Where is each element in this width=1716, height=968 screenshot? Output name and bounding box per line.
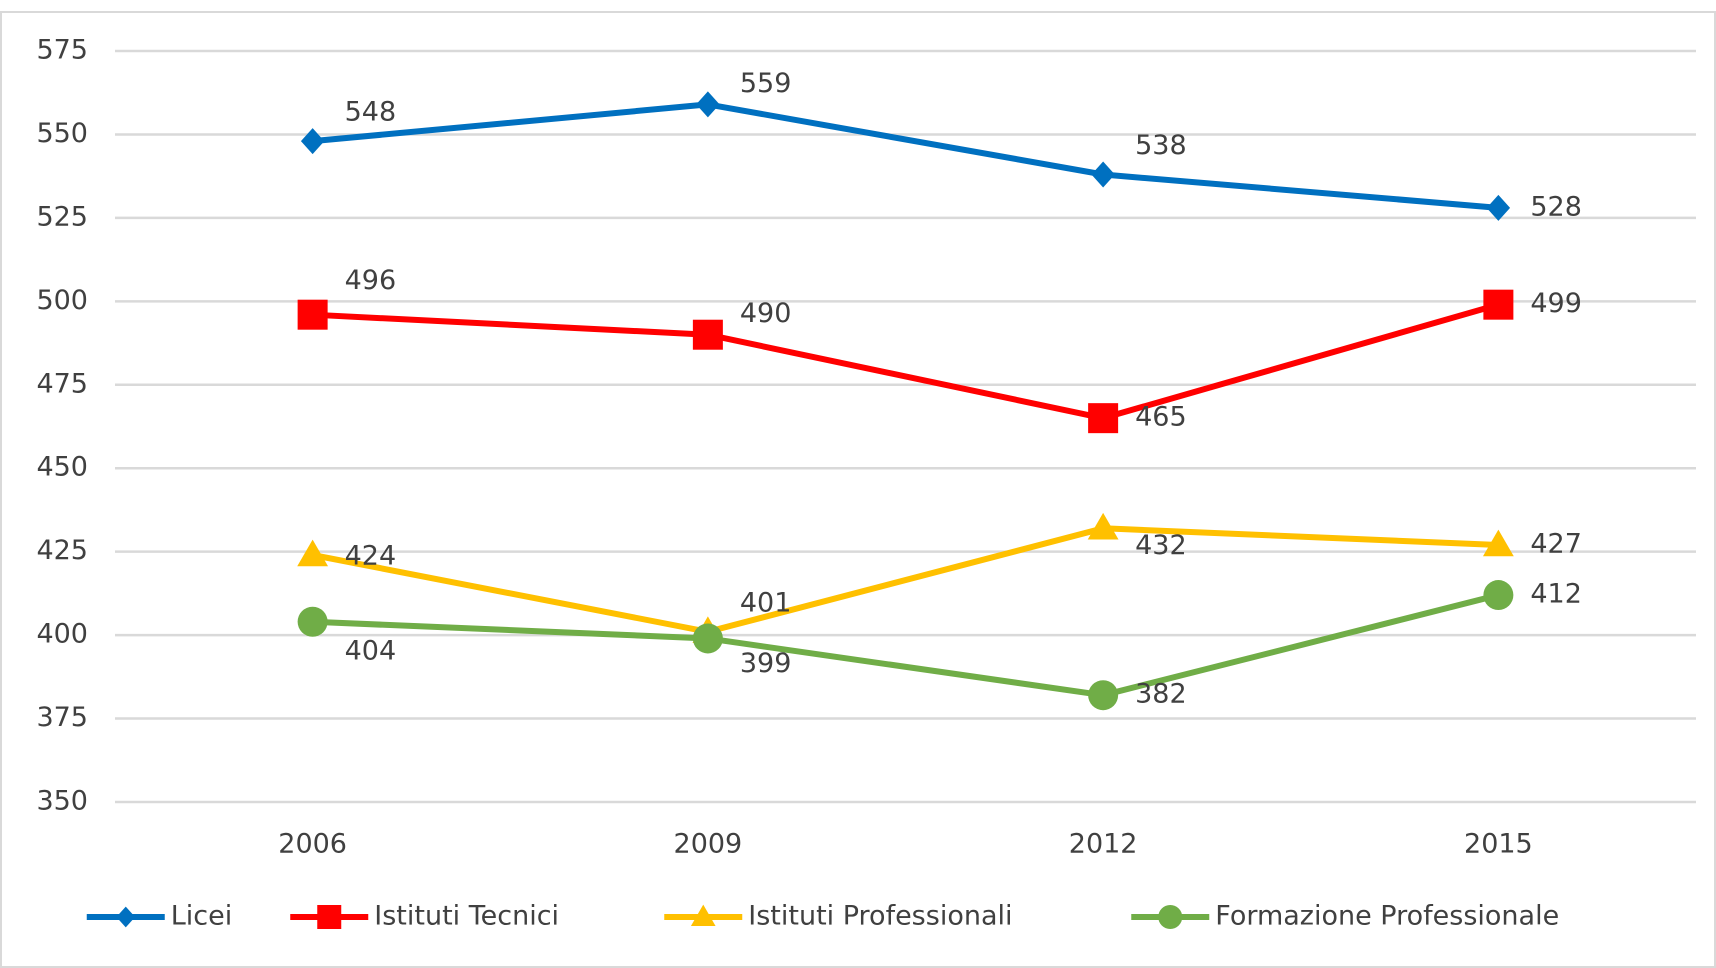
data-label: 538 [1135,130,1187,161]
data-label: 499 [1530,288,1582,319]
x-tick-label: 2012 [1069,829,1138,860]
y-tick-label: 375 [36,702,88,733]
data-point [297,299,328,330]
y-tick-label: 400 [36,619,88,650]
y-tick-label: 450 [36,452,88,483]
series-line [312,525,1499,635]
legend-marker [317,905,342,929]
data-label: 399 [740,648,792,679]
data-point [297,539,329,567]
data-point [696,91,720,118]
data-label: 432 [1135,530,1187,561]
data-point [1486,194,1511,221]
legend-marker [116,906,136,928]
data-label: 404 [345,635,397,666]
data-label: 490 [740,298,792,329]
legend-label: Licei [171,901,233,932]
data-label: 496 [345,265,397,296]
data-label: 528 [1530,191,1582,222]
data-point [692,319,723,350]
data-label: 559 [740,68,792,99]
y-tick-label: 550 [36,118,88,149]
legend-label: Istituti Tecnici [374,901,559,932]
data-label: 424 [345,541,397,572]
legend-label: Formazione Professionale [1215,901,1559,932]
data-point [1087,512,1119,540]
chart-frame [0,11,1716,968]
data-point [1088,680,1119,711]
series-line [312,301,1500,422]
data-point [1483,580,1514,611]
y-tick-label: 525 [36,201,88,232]
legend-marker [1158,905,1183,929]
data-point [1483,289,1514,320]
y-tick-label: 575 [36,35,88,66]
data-point [692,623,723,654]
legend-marker [690,904,716,926]
data-label: 548 [345,97,397,128]
legend-label: Istituti Professionali [748,901,1012,932]
data-point [1091,161,1115,188]
x-tick-label: 2015 [1464,829,1533,860]
data-label: 465 [1135,402,1187,433]
data-point [297,606,328,637]
data-point [1482,529,1514,557]
data-point [300,128,325,155]
y-tick-label: 350 [36,786,88,817]
y-tick-label: 500 [36,285,88,316]
data-point [1088,403,1119,434]
data-label: 401 [740,587,792,618]
x-tick-label: 2006 [278,829,347,860]
x-tick-label: 2009 [674,829,743,860]
data-label: 412 [1530,579,1582,610]
data-label: 427 [1530,528,1582,559]
data-label: 382 [1135,679,1187,710]
y-tick-label: 475 [36,368,88,399]
y-tick-label: 425 [36,535,88,566]
series-line [312,592,1500,699]
series-line [312,101,1499,211]
